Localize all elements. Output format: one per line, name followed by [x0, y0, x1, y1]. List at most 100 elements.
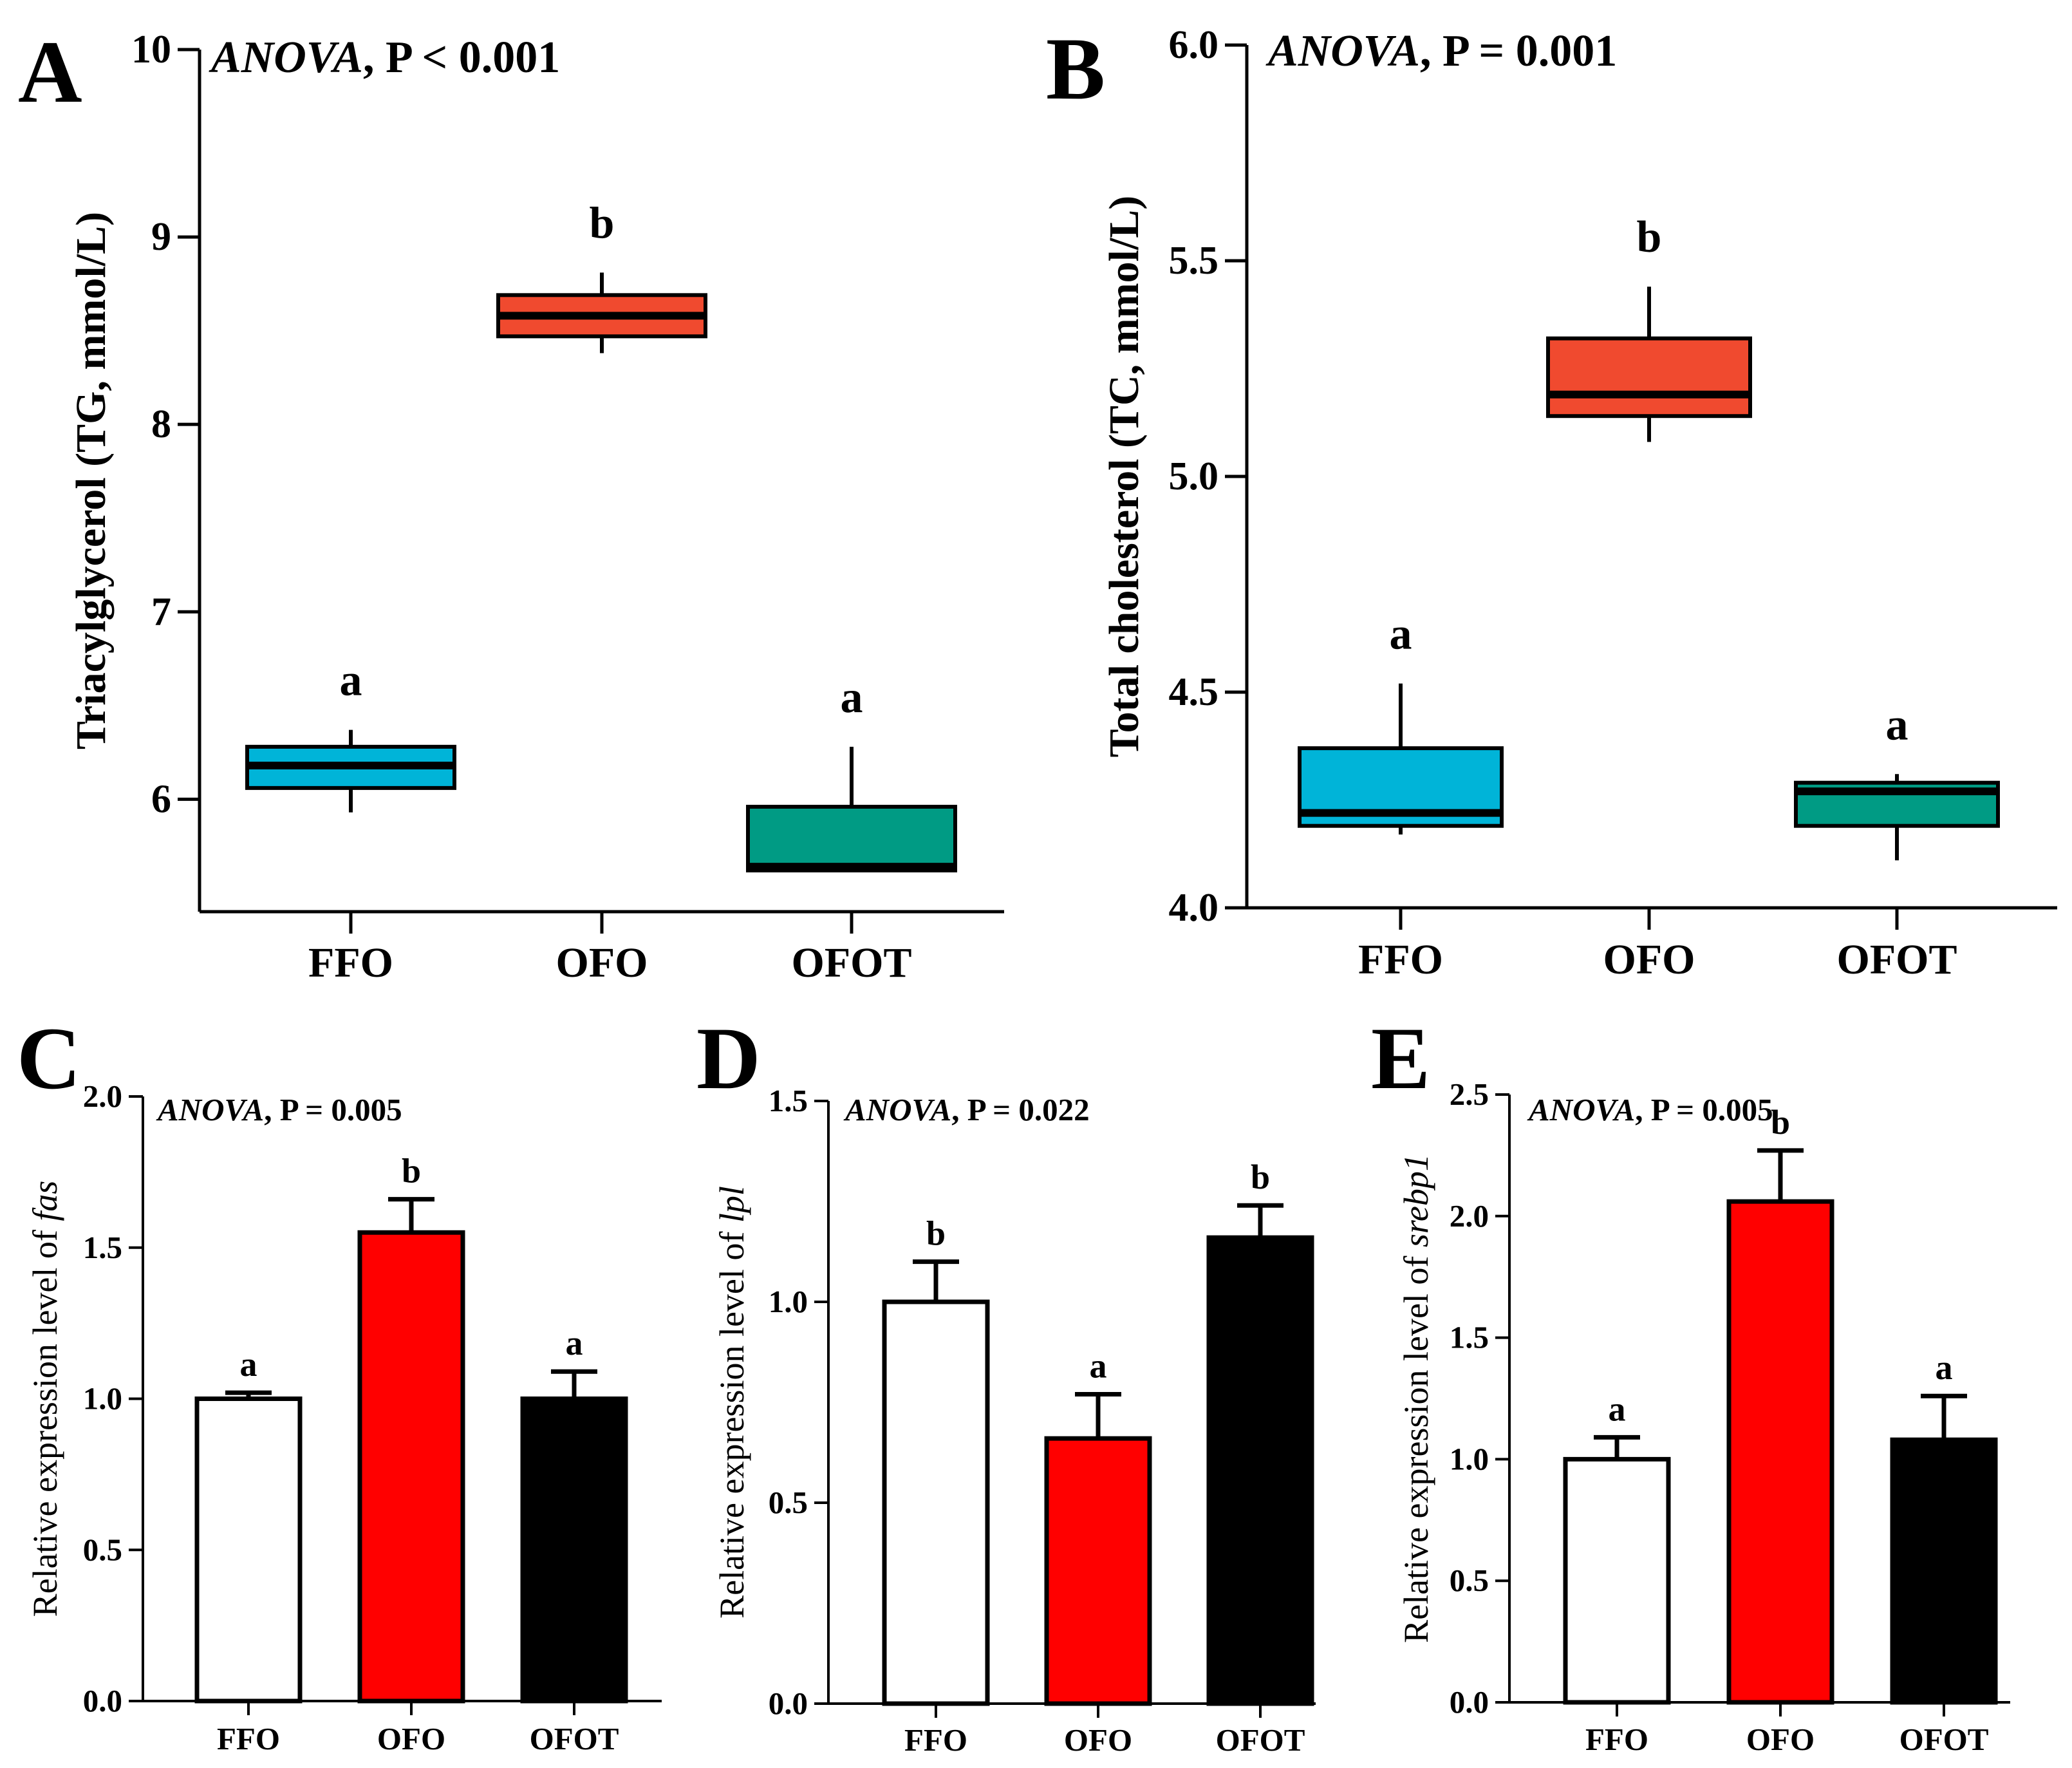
- y-tick-label: 9: [151, 215, 171, 259]
- bar-ffo: [882, 1299, 990, 1706]
- significance-letter: a: [1609, 1389, 1626, 1428]
- y-tick-label: 7: [151, 590, 171, 634]
- x-category-label: OFOT: [1836, 936, 1957, 983]
- x-category-label: OFO: [377, 1721, 445, 1756]
- y-axis-title: Total cholesterol (TC, mmol/L): [1101, 196, 1148, 758]
- panel-letter: A: [18, 23, 82, 121]
- anova-label: ANOVA: [156, 1092, 264, 1127]
- y-axis-title-gene: srebp1: [1397, 1154, 1435, 1247]
- panel-b: B ANOVA, P = 0.001 4.0 4.5 5.0 5.5 6.0 FFO OFO OF…: [1046, 19, 2057, 983]
- significance-letter: a: [1936, 1348, 1953, 1387]
- y-axis-title-gene: fas: [26, 1181, 64, 1221]
- panel-e: E ANOVA, P = 0.005 0.0 0.5 1.0 1.5 2.0 2.5 FFO OF…: [1371, 1009, 2010, 1757]
- anova-annotation: ANOVA, P = 0.005: [1527, 1092, 1773, 1127]
- significance-letter: a: [1390, 610, 1412, 659]
- y-axis-title-prefix: Relative expression level of: [713, 1223, 751, 1619]
- anova-label: ANOVA: [1265, 26, 1420, 76]
- x-category-label: FFO: [1358, 936, 1443, 983]
- box-ofot: [746, 804, 957, 872]
- bar-ffo: [1563, 1456, 1671, 1705]
- significance-letter: a: [1090, 1347, 1107, 1386]
- x-category-label: OFO: [556, 939, 648, 986]
- significance-letter: b: [926, 1214, 946, 1253]
- panel-a: A ANOVA, P < 0.001 6 7 8 9 10 FFO OFO OFOT Triacyl…: [18, 23, 1004, 986]
- panel-d: D ANOVA, P = 0.022 0.0 0.5 1.0 1.5 FFO OFO OFOT R…: [696, 1009, 1316, 1758]
- anova-label: ANOVA: [1527, 1092, 1635, 1127]
- significance-letter: b: [590, 198, 615, 248]
- y-axis-title: Relative expression level of srebp1: [1397, 1154, 1435, 1643]
- x-category-label: OFO: [1746, 1722, 1815, 1757]
- y-tick-label: 1.5: [1450, 1320, 1489, 1355]
- panel-letter: E: [1371, 1009, 1430, 1107]
- anova-label: ANOVA: [209, 33, 363, 82]
- x-category-label: FFO: [308, 939, 393, 986]
- anova-pvalue: , P = 0.022: [951, 1092, 1089, 1127]
- y-axis-title-gene: lpl: [713, 1186, 751, 1223]
- y-tick-label: 6.0: [1169, 23, 1219, 67]
- x-category-label: OFOT: [1899, 1722, 1989, 1757]
- significance-letter: b: [1637, 212, 1662, 262]
- panel-letter: C: [17, 1009, 81, 1107]
- x-category-label: OFO: [1603, 936, 1695, 983]
- bar-ofo: [1044, 1436, 1152, 1706]
- anova-pvalue: , P = 0.005: [1635, 1092, 1773, 1127]
- y-tick-label: 4.5: [1169, 670, 1219, 714]
- significance-letter: b: [1771, 1103, 1790, 1142]
- y-axis-title-prefix: Relative expression level of: [26, 1221, 64, 1617]
- anova-pvalue: , P = 0.001: [1420, 26, 1617, 76]
- bar-ofo: [357, 1230, 465, 1704]
- anova-label: ANOVA: [843, 1092, 951, 1127]
- y-tick-label: 2.5: [1450, 1077, 1489, 1112]
- x-category-label: OFOT: [791, 939, 911, 986]
- y-axis-title: Relative expression level of lpl: [713, 1186, 751, 1619]
- y-tick-label: 1.0: [769, 1284, 808, 1319]
- panel-c: C ANOVA, P = 0.005 0.0 0.5 1.0 1.5 2.0 FFO OFO OF…: [17, 1009, 662, 1756]
- x-category-label: OFOT: [1216, 1722, 1305, 1758]
- bar-ofot: [1890, 1437, 1998, 1705]
- anova-annotation: ANOVA, P = 0.001: [1265, 26, 1617, 76]
- significance-letter: a: [566, 1324, 583, 1362]
- anova-annotation: ANOVA, P = 0.005: [156, 1092, 402, 1127]
- y-tick-label: 2.0: [83, 1078, 122, 1114]
- panel-letter: B: [1046, 19, 1105, 118]
- y-tick-label: 8: [151, 402, 171, 446]
- x-category-label: FFO: [217, 1721, 280, 1756]
- anova-annotation: ANOVA, P < 0.001: [209, 33, 560, 82]
- x-category-label: OFO: [1064, 1722, 1132, 1758]
- significance-letter: a: [340, 656, 362, 706]
- y-tick-label: 1.5: [769, 1083, 808, 1118]
- y-tick-label: 0.0: [83, 1683, 122, 1718]
- y-axis-title: Relative expression level of fas: [26, 1181, 64, 1617]
- anova-pvalue: , P < 0.001: [363, 33, 560, 82]
- significance-letter: b: [402, 1152, 421, 1190]
- bar-ffo: [194, 1397, 303, 1704]
- y-tick-label: 2.0: [1450, 1198, 1489, 1234]
- anova-pvalue: , P = 0.005: [264, 1092, 402, 1127]
- anova-annotation: ANOVA, P = 0.022: [843, 1092, 1090, 1127]
- y-tick-label: 6: [151, 777, 171, 821]
- significance-letter: a: [240, 1345, 257, 1384]
- y-tick-label: 1.5: [83, 1230, 122, 1265]
- y-tick-label: 1.0: [83, 1381, 122, 1416]
- significance-letter: a: [1886, 700, 1909, 749]
- y-axis-title-prefix: Relative expression level of: [1397, 1247, 1435, 1643]
- y-tick-label: 0.5: [1450, 1563, 1489, 1598]
- x-category-label: FFO: [904, 1722, 967, 1758]
- y-tick-label: 0.5: [769, 1485, 808, 1520]
- y-tick-label: 5.0: [1169, 455, 1219, 498]
- y-tick-label: 1.0: [1450, 1441, 1489, 1476]
- x-category-label: OFOT: [530, 1721, 619, 1756]
- y-tick-label: 0.5: [83, 1532, 122, 1567]
- bar-ofot: [520, 1397, 628, 1704]
- box-ofo: [1546, 336, 1752, 418]
- y-tick-label: 10: [131, 28, 171, 71]
- y-tick-label: 4.0: [1169, 886, 1219, 930]
- bar-ofot: [1206, 1235, 1314, 1706]
- bar-ofo: [1726, 1199, 1834, 1705]
- y-tick-label: 0.0: [1450, 1684, 1489, 1720]
- y-tick-label: 5.5: [1169, 239, 1219, 283]
- panel-letter: D: [696, 1009, 761, 1107]
- y-axis-title: Triacylglycerol (TG, mmol/L): [68, 212, 115, 749]
- significance-letter: b: [1251, 1158, 1270, 1196]
